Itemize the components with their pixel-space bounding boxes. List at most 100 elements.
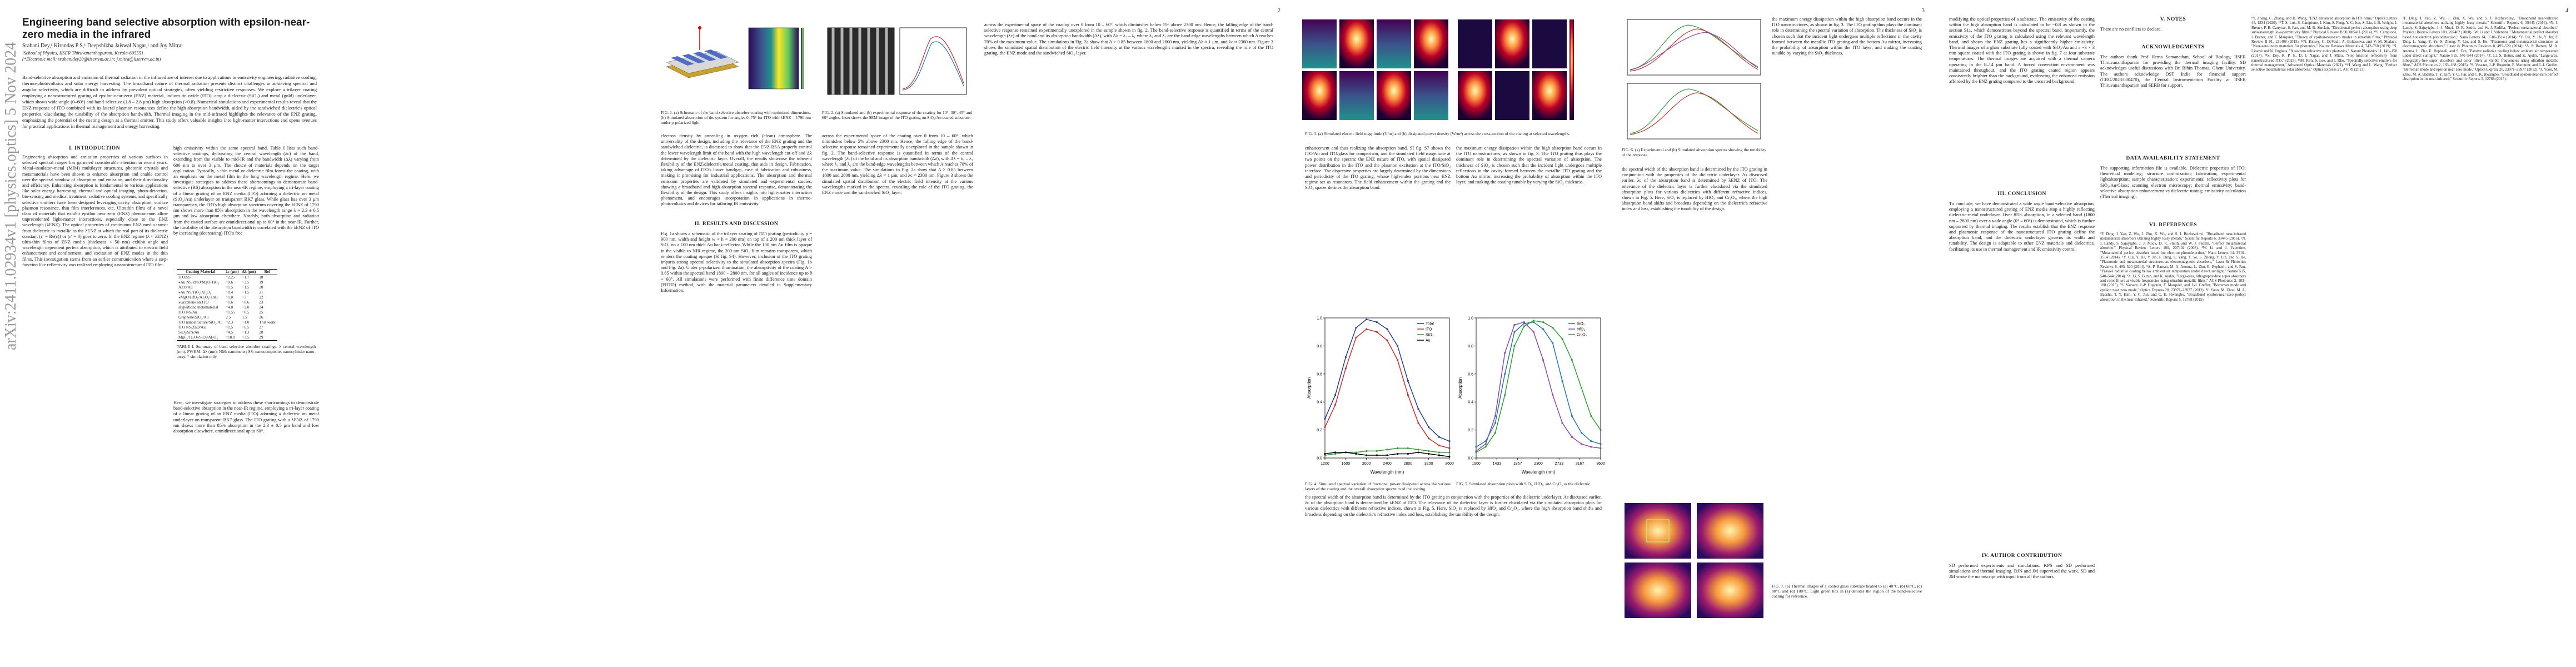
data-point — [1407, 380, 1409, 382]
table-cell: ~4.5 — [226, 330, 233, 335]
p3-lower-text: the spectral width of the absorption ban… — [1305, 495, 1602, 517]
table-cell: ~10.0 — [226, 335, 235, 340]
data-point — [1438, 451, 1440, 454]
table-caption: TABLE I. Summary of band selective absor… — [177, 344, 316, 360]
figure-7 — [1622, 500, 1766, 623]
table-1: Coating Material λc (μm) Δλ (μm) Ref ITO… — [177, 269, 316, 360]
data-point — [1397, 345, 1399, 347]
table-cell: ⁎Graphene on ITO — [178, 300, 209, 305]
p2-column-1a: electron density by annealing in oxygen … — [661, 133, 812, 207]
p4-notes: There are no conflicts to declare. — [2100, 27, 2162, 32]
table-cell: ~1.5 — [226, 285, 233, 290]
data-point — [1448, 455, 1451, 458]
table-row: ⁎MgO/HfO₂/Al₂O₃/ZnO ~1.0 ~3 22 — [177, 295, 277, 300]
data-point — [1407, 452, 1409, 455]
reference-list-a: ¹F. Ding, J. Yao, Z. Wu, J. Zhu, X. Wu, … — [2100, 232, 2246, 302]
p4-data: The supporting information file is avail… — [2100, 166, 2246, 200]
author-list: Srabani Dey,¹ Kirandas P S,¹ Deepshikha … — [22, 43, 183, 49]
data-point — [1494, 432, 1497, 434]
data-point — [1376, 454, 1378, 456]
data-point — [1600, 447, 1602, 449]
plot-area — [1324, 317, 1450, 459]
x-tick-label: 2800 — [1404, 462, 1413, 466]
legend-label: Total — [1426, 322, 1434, 326]
figure-6 — [1622, 17, 1766, 145]
data-point — [1590, 415, 1592, 417]
data-point — [1513, 345, 1516, 347]
data-point — [1355, 451, 1357, 454]
data-point — [1438, 454, 1440, 456]
data-point — [1355, 452, 1357, 455]
table-cell: 21 — [259, 290, 263, 295]
data-point — [1494, 415, 1497, 417]
figure-3-caption: FIG. 3. (a) Simulated electric field mag… — [1305, 131, 1570, 136]
table-cell: Graphene/SiO₂/Au — [178, 315, 209, 320]
x-tick-label: 2733 — [1555, 462, 1564, 466]
plot-area — [1476, 317, 1601, 459]
data-point — [1580, 432, 1583, 434]
table-cell: ~3 — [242, 295, 247, 300]
figure-5-chart: 1000 1433 1867 2300 2733 3167 3600 0.0 0.2 0.4 0.6… — [1458, 317, 1605, 475]
data-point — [1600, 443, 1602, 445]
data-point — [1334, 451, 1337, 454]
figure-3 — [1299, 17, 1600, 128]
data-point — [1386, 328, 1388, 330]
data-point — [1344, 356, 1347, 359]
table-cell: ~2.25 — [226, 275, 235, 280]
data-point — [1590, 446, 1592, 448]
intro-column: Engineering absorption and emission prop… — [22, 155, 168, 267]
section-heading-conclusion: III. CONCLUSION — [1997, 191, 2046, 197]
data-point — [1561, 338, 1563, 340]
data-point — [1334, 394, 1337, 396]
legend-label: HfO₂ — [1577, 328, 1585, 332]
y-tick-label: 0.6 — [1468, 372, 1473, 376]
legend-label: SiO₂ — [1577, 322, 1585, 326]
table-cell: ~0.6 — [242, 300, 250, 305]
y-tick-label: 0.0 — [1317, 457, 1322, 461]
figure-1 — [661, 22, 811, 106]
data-point — [1324, 452, 1326, 455]
data-point — [1366, 318, 1368, 321]
table-cell: ~1.3 — [242, 330, 250, 335]
y-tick-label: 0.6 — [1317, 372, 1322, 376]
table-cell: 18 — [259, 275, 263, 280]
data-point — [1580, 387, 1583, 389]
page-number: 4 — [2565, 8, 2568, 14]
legend-label: Au — [1426, 339, 1431, 343]
x-tick-label: 1200 — [1321, 462, 1329, 466]
data-point — [1407, 447, 1409, 449]
table-cell: ~0.4 — [226, 290, 233, 295]
table-row: ⁎Au NS/ZNO/MgO/TiO₂ ~0.6 ~3.5 19 — [177, 280, 277, 285]
table-cell: ~3.5 — [242, 280, 250, 285]
table-cell: ⁎Au NS/TiO₂/Al₂O₃ — [178, 290, 211, 295]
data-point — [1428, 426, 1430, 429]
reference-list-c: ¹F. Ding, J. Yao, Z. Wu, J. Zhu, X. Wu, … — [2403, 17, 2558, 82]
data-point — [1417, 408, 1419, 410]
section-heading-references: VI. REFERENCES — [2149, 222, 2198, 228]
table-row: ⁎Au NS/TiO₂/Al₂O₃ ~0.4 ~1.5 21 — [177, 290, 277, 295]
arxiv-stamp: arXiv:2411.02934v1 [physics.optics] 5 No… — [2, 42, 19, 350]
intro-column-2b: Here, we investigate strategies to addre… — [173, 400, 319, 434]
data-point — [1386, 339, 1388, 341]
x-tick-label: 3600 — [1596, 462, 1605, 466]
data-point — [1407, 394, 1409, 396]
paper-title: Engineering band selective absorption wi… — [22, 17, 310, 41]
table-header-row: Coating Material λc (μm) Δλ (μm) Ref — [177, 269, 277, 275]
data-point — [1428, 437, 1430, 440]
table-cell: 23 — [259, 300, 263, 305]
data-point — [1513, 331, 1516, 333]
x-tick-label: 3200 — [1424, 462, 1433, 466]
figure-1-caption: FIG. 1. (a) Schematic of the band-select… — [661, 110, 811, 126]
data-point — [1532, 320, 1534, 322]
table-cell: ~0.5 — [242, 310, 250, 315]
section-heading-author-contribution: IV. AUTHOR CONTRIBUTION — [1981, 553, 2062, 559]
figure-5-caption: FIG. 5. Simulated absorption plots with … — [1456, 481, 1592, 486]
data-point — [1334, 404, 1337, 406]
x-tick-label: 3167 — [1576, 462, 1585, 466]
data-point — [1580, 443, 1583, 445]
table-row: SiO₂/SiN/Au ~4.5 ~1.3 28 — [177, 330, 277, 335]
table-cell: 1.5 — [242, 315, 247, 320]
table-cell: 2.5 — [226, 315, 231, 320]
data-point — [1397, 359, 1399, 361]
x-axis-label: Wavelength (nm) — [1522, 470, 1556, 475]
